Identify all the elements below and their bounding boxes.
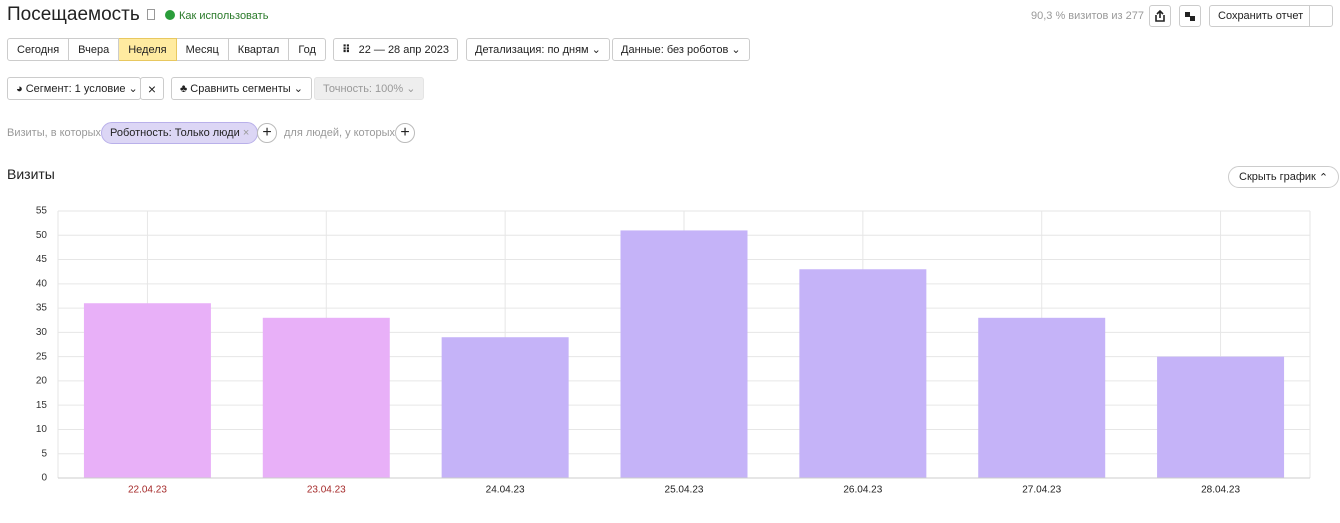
filter-tag-label: Роботность: Только люди <box>110 127 240 139</box>
save-button[interactable]: Сохранить отчет <box>1209 5 1333 27</box>
filter-tag[interactable]: Роботность: Только люди × <box>101 122 259 144</box>
detail-label: Детализация: по дням <box>475 43 589 56</box>
date-range[interactable]: ⠿ 22 — 28 апр 2023 <box>333 38 458 61</box>
y-tick-label: 15 <box>36 400 48 411</box>
filter-prefix: Визиты, в которых <box>7 127 101 139</box>
period-button[interactable]: Год <box>289 38 326 61</box>
bar <box>620 230 748 478</box>
period-button[interactable]: Вчера <box>69 38 120 61</box>
page-title: Посещаемость <box>7 4 140 25</box>
accuracy-label: Точность: 100% <box>323 82 404 95</box>
api-button[interactable] <box>1179 5 1201 27</box>
detail-dropdown[interactable]: Детализация: по дням ⌄ <box>466 38 610 61</box>
api-icon <box>1185 12 1195 21</box>
help-link[interactable]: Как использовать <box>179 10 269 22</box>
date-range-label: 22 — 28 апр 2023 <box>358 43 449 56</box>
y-tick-label: 50 <box>36 230 48 241</box>
period-button[interactable]: Квартал <box>228 38 290 61</box>
export-button[interactable] <box>1149 5 1171 27</box>
help-icon <box>165 10 175 20</box>
x-tick-label: 23.04.23 <box>307 485 346 496</box>
bar <box>262 317 390 478</box>
period-button[interactable]: Сегодня <box>7 38 70 61</box>
x-tick-label: 26.04.23 <box>843 485 882 496</box>
segment-clear[interactable]: × <box>140 77 164 100</box>
accuracy-dropdown[interactable]: Точность: 100% ⌄ <box>314 77 425 100</box>
y-tick-label: 0 <box>41 473 47 484</box>
data-dropdown[interactable]: Данные: без роботов ⌄ <box>612 38 750 61</box>
bar <box>83 303 211 478</box>
bar <box>978 317 1106 478</box>
data-label: Данные: без роботов <box>621 43 729 56</box>
segment-dropdown[interactable]: ◕ Сегмент: 1 условие ⌄ <box>7 77 141 100</box>
y-tick-label: 25 <box>36 351 48 362</box>
bar <box>1157 356 1285 478</box>
save-menu[interactable] <box>1309 6 1332 26</box>
sampling-info: 90,3 % визитов из 277 <box>1031 10 1145 22</box>
period-button[interactable]: Месяц <box>176 38 229 61</box>
y-tick-label: 10 <box>36 424 48 435</box>
period-button[interactable]: Неделя <box>119 38 177 61</box>
y-tick-label: 20 <box>36 376 48 387</box>
x-tick-label: 24.04.23 <box>486 485 525 496</box>
chart-title: Визиты <box>7 166 55 182</box>
y-tick-label: 45 <box>36 254 48 265</box>
hide-chart-button[interactable]: Скрыть график ⌃ <box>1228 166 1340 188</box>
x-tick-label: 28.04.23 <box>1201 485 1240 496</box>
y-tick-label: 40 <box>36 278 48 289</box>
y-tick-label: 35 <box>36 303 48 314</box>
period-selector: Сегодня Вчера Неделя Месяц Квартал Год <box>7 38 326 61</box>
add-people-filter[interactable]: + <box>395 123 415 143</box>
y-tick-label: 5 <box>41 448 47 459</box>
bar <box>799 269 927 478</box>
compare-dropdown[interactable]: ♣ Сравнить сегменты ⌄ <box>171 77 312 100</box>
save-label: Сохранить отчет <box>1218 10 1304 22</box>
hide-chart-label: Скрыть график <box>1239 171 1316 183</box>
x-tick-label: 27.04.23 <box>1022 485 1061 496</box>
export-icon <box>1155 9 1165 22</box>
chart: 0 5 10 15 20 25 30 35 40 45 50 55 22.04.23 23.04.23 24… <box>36 206 1311 496</box>
compare-label: Сравнить сегменты <box>190 82 291 95</box>
add-filter[interactable]: + <box>257 123 277 143</box>
people-prefix: для людей, у которых <box>284 127 395 139</box>
y-tick-label: 30 <box>36 327 48 338</box>
x-tick-label: 25.04.23 <box>665 485 704 496</box>
bookmark-icon[interactable] <box>147 9 155 20</box>
segment-label: Сегмент: 1 условие <box>25 82 126 95</box>
y-tick-label: 55 <box>36 206 48 217</box>
x-tick-label: 22.04.23 <box>128 485 167 496</box>
bar <box>441 337 569 478</box>
